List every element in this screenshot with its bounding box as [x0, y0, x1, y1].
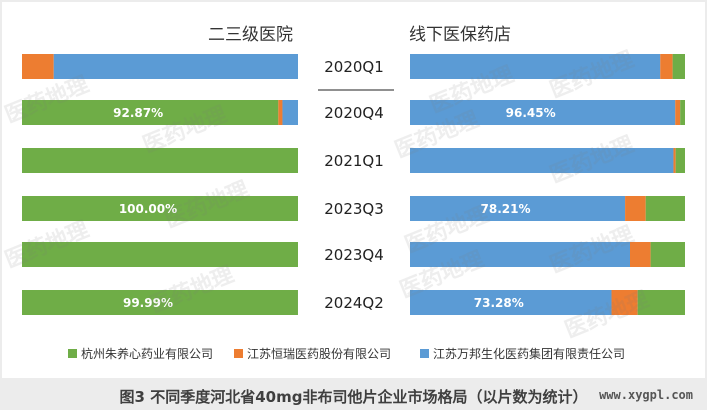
- period-label: 2023Q3: [324, 200, 384, 218]
- legend-label: 江苏万邦生化医药集团有限责任公司: [433, 346, 625, 361]
- data-label: 96.45%: [506, 106, 556, 120]
- bar-segment: [410, 148, 674, 173]
- period-label: 2020Q4: [324, 104, 384, 122]
- bar-segment: [680, 100, 685, 125]
- bar-segment: [645, 196, 685, 221]
- legend-swatch: [420, 349, 429, 358]
- stacked-bar-chart: 2020Q1 2020Q4 2021Q1 2023Q3 2023Q4 2024Q2 二三级医…: [22, 25, 685, 361]
- data-label: 73.28%: [474, 296, 524, 310]
- bar-segment: [637, 290, 685, 315]
- bar-segment: [630, 242, 651, 267]
- bar-segment: [410, 290, 612, 315]
- bar-segment: [278, 100, 283, 125]
- bar-segment: [22, 54, 54, 79]
- legend-swatch: [68, 349, 77, 358]
- data-label: 78.21%: [481, 202, 531, 216]
- bar-segment: [22, 148, 298, 173]
- legend-label: 江苏恒瑞医药股份有限公司: [247, 347, 391, 361]
- bar-segment: [22, 100, 279, 125]
- bar-segment: [22, 290, 298, 315]
- legend-label: 杭州朱养心药业有限公司: [81, 346, 213, 361]
- bar-segment: [282, 100, 298, 125]
- bar-segment: [410, 54, 661, 79]
- figure-caption: 图3 不同季度河北省40mg非布司他片企业市场格局（以片数为统计）: [119, 388, 588, 406]
- bar-segment: [673, 148, 676, 173]
- panel-title: 线下医保药店: [409, 25, 511, 45]
- panel-title: 二三级医院: [208, 25, 293, 45]
- chart-figure: 2020Q1 2020Q4 2021Q1 2023Q3 2023Q4 2024Q2 二三级医…: [2, 2, 705, 378]
- bar-segment: [675, 100, 681, 125]
- bar-segment: [611, 290, 638, 315]
- bar-segment: [650, 242, 685, 267]
- bar-segment: [53, 54, 298, 79]
- bar-segment: [625, 196, 646, 221]
- bar-segment: [410, 100, 676, 125]
- period-label: 2023Q4: [324, 246, 384, 264]
- data-label: 100.00%: [119, 202, 177, 216]
- bar-segment: [410, 196, 626, 221]
- period-label: 2021Q1: [324, 152, 384, 170]
- data-label: 99.99%: [123, 296, 173, 310]
- bar-segment: [675, 148, 685, 173]
- bar-segment: [22, 242, 298, 267]
- legend-swatch: [234, 349, 243, 358]
- period-label: 2024Q2: [324, 294, 384, 312]
- bar-segment: [410, 242, 630, 267]
- bar-segment: [672, 54, 685, 79]
- data-label: 92.87%: [113, 106, 163, 120]
- site-url: www.xygpl.com: [599, 388, 693, 402]
- bar-segment: [22, 196, 298, 221]
- period-label: 2020Q1: [324, 58, 384, 76]
- bar-segment: [660, 54, 673, 79]
